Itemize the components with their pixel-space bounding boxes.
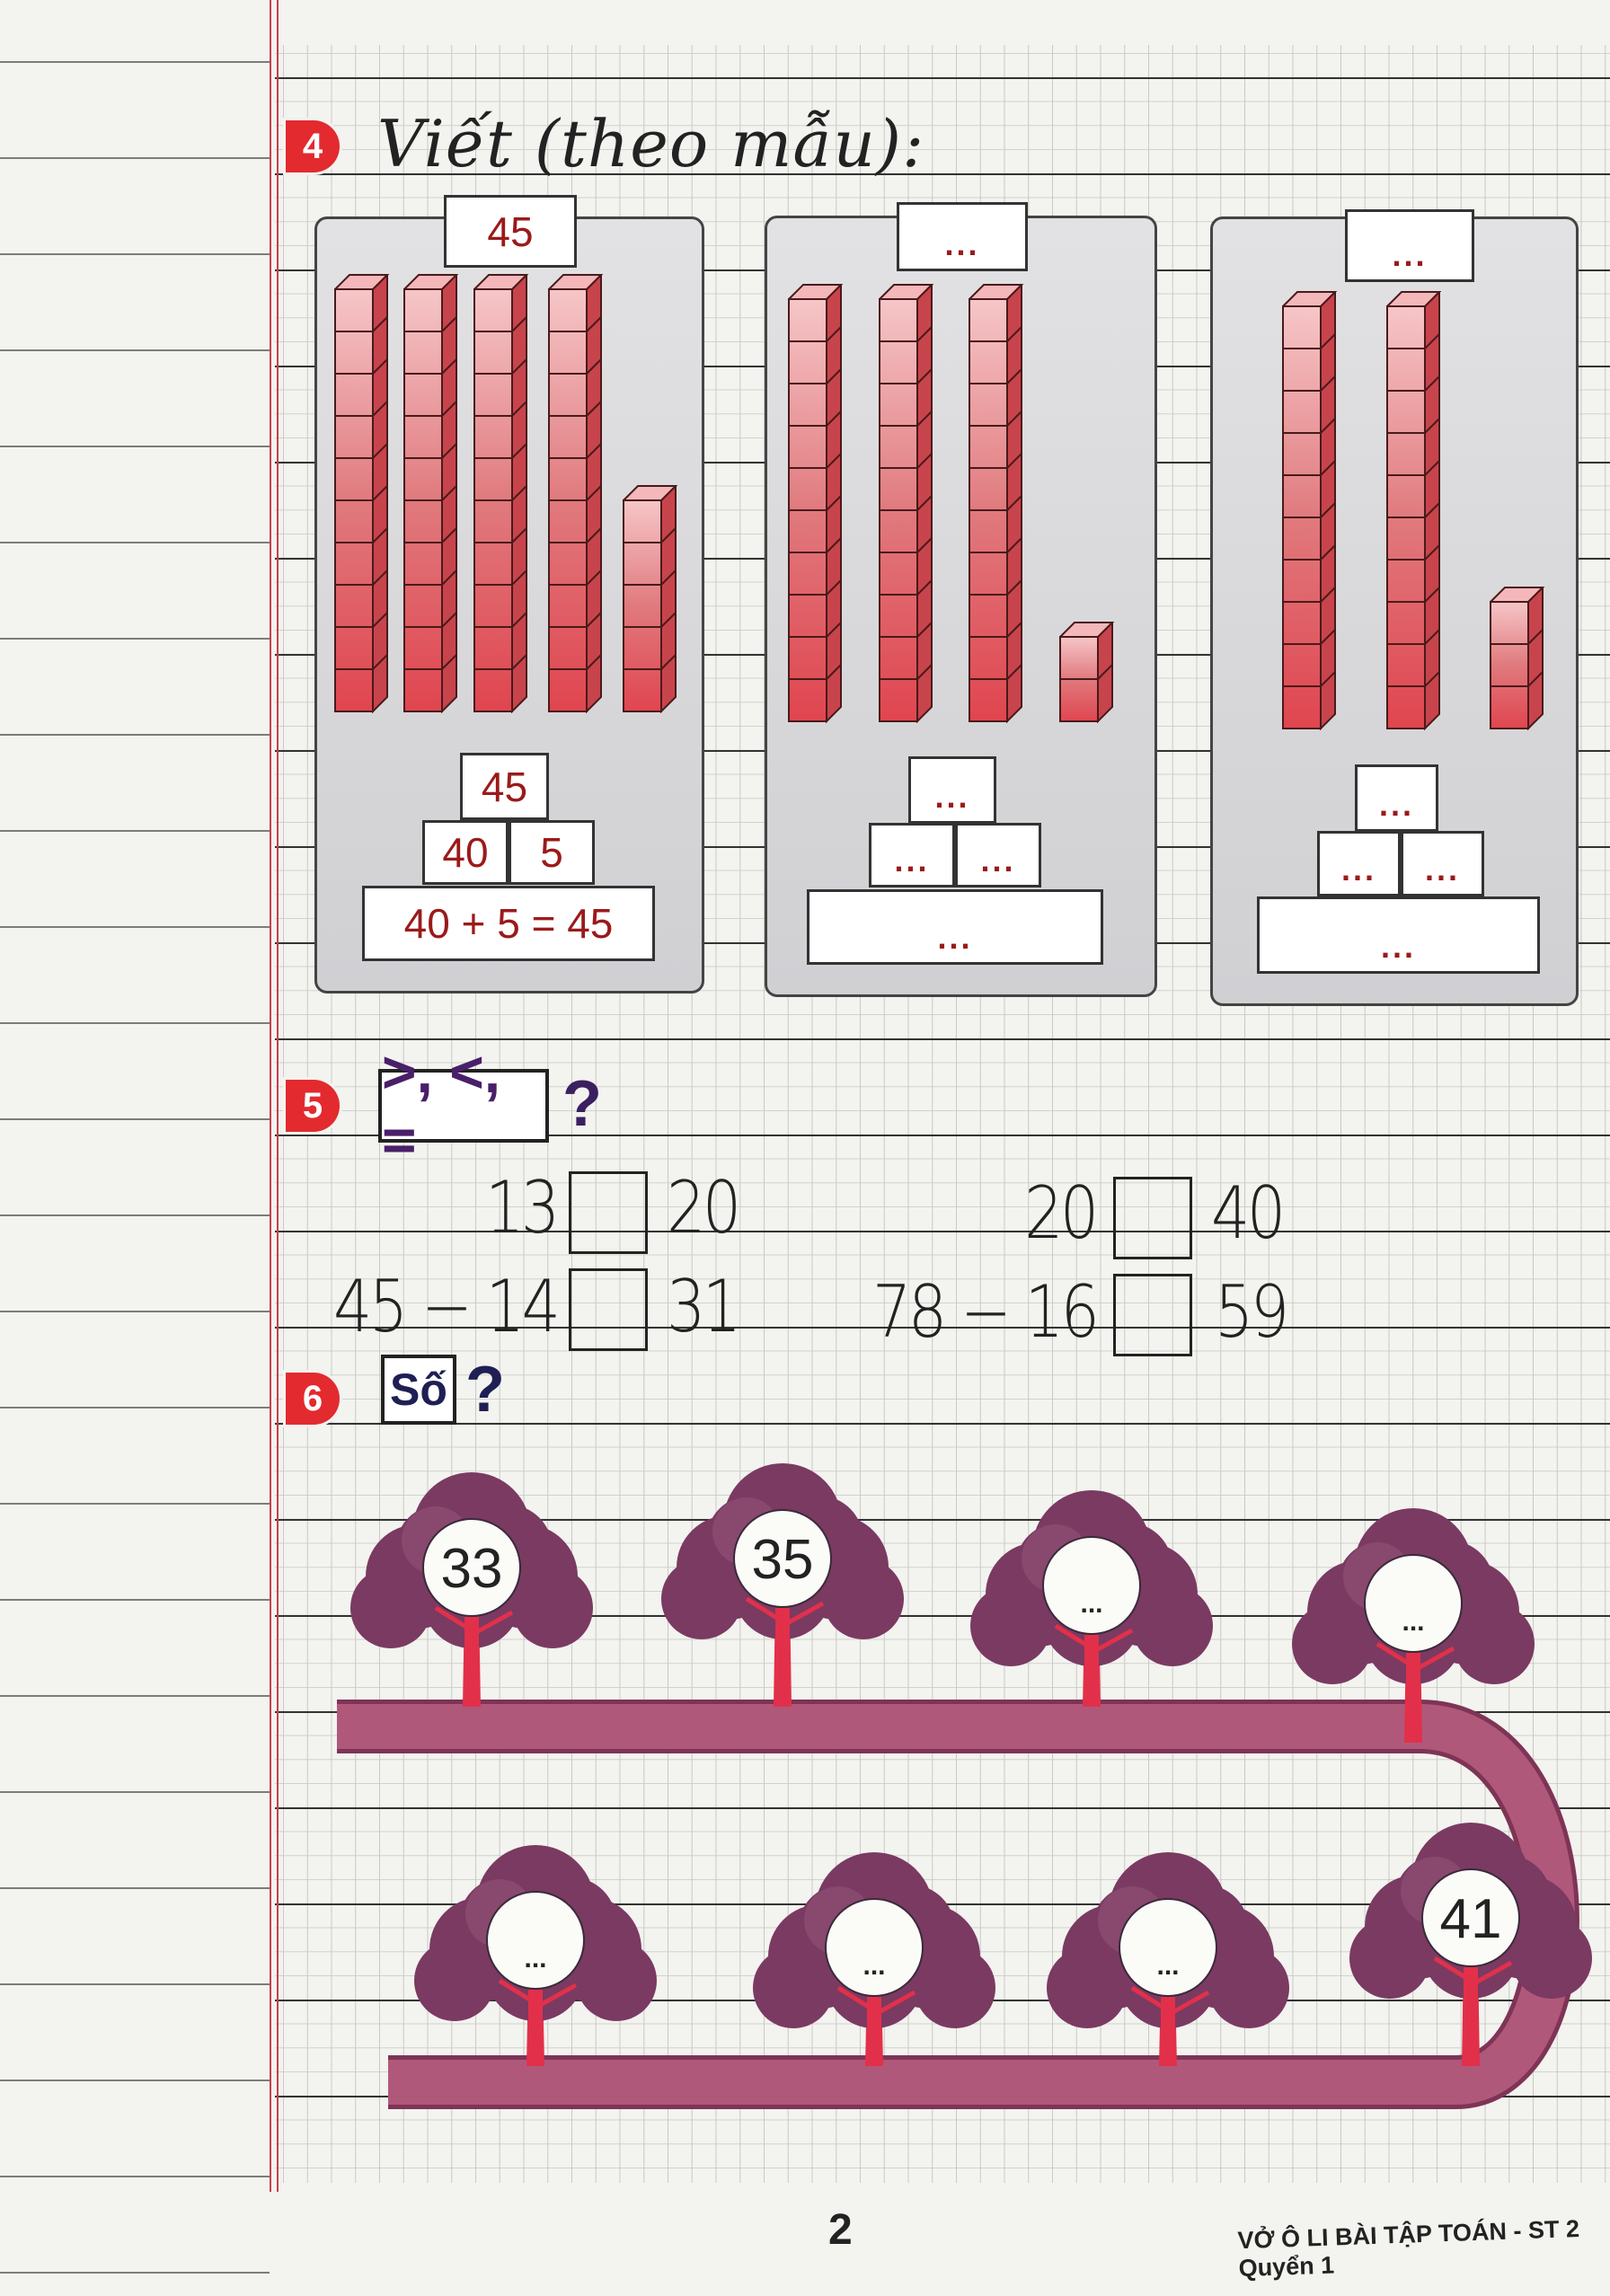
tree-number[interactable]: ... (1402, 1607, 1424, 1637)
expr-left: 78 − 16 (871, 1270, 1100, 1354)
equation-box[interactable]: ... (1257, 896, 1540, 974)
tree: ... (970, 1490, 1213, 1707)
unit-cubes (1490, 587, 1545, 731)
question-mark: ? (562, 1068, 602, 1140)
number-circle (422, 1518, 521, 1617)
tens-box[interactable]: ... (869, 823, 955, 887)
number-circle (825, 1898, 924, 1997)
ten-rod (403, 274, 459, 714)
tree: ... (414, 1845, 657, 2066)
number-label-box: Số (381, 1355, 456, 1425)
margin-line (270, 0, 271, 2192)
ten-rod (548, 274, 604, 714)
answer-box[interactable] (1113, 1274, 1192, 1356)
number-circle (1421, 1868, 1520, 1967)
question-mark: ? (465, 1354, 505, 1426)
tree-number: 35 (752, 1529, 814, 1591)
number-box[interactable]: ... (1355, 764, 1438, 832)
notebook-lines-left (0, 0, 270, 2296)
tree-number[interactable]: ... (1080, 1589, 1102, 1619)
expr-right: 31 (667, 1265, 741, 1348)
ten-rod (788, 284, 844, 724)
unit-cubes (1059, 622, 1115, 724)
exercise-4-title: Viết (theo mẫu): (377, 106, 925, 181)
expr-left: 20 (1024, 1171, 1099, 1255)
number-box[interactable]: ... (897, 202, 1028, 271)
ones-box: 5 (509, 820, 595, 885)
expr-right: 40 (1211, 1171, 1286, 1255)
ten-rod (473, 274, 529, 714)
unit-cubes (623, 485, 678, 714)
number-circle (1042, 1536, 1141, 1635)
ones-box[interactable]: ... (1401, 831, 1484, 896)
exercise-4-badge: 4 (286, 120, 340, 172)
page-number: 2 (828, 2206, 853, 2254)
tree: 35 (661, 1463, 904, 1707)
expr-right: 59 (1215, 1270, 1289, 1354)
tree: ... (1292, 1508, 1535, 1743)
equation-box[interactable]: ... (807, 889, 1103, 965)
expr-right: 20 (667, 1166, 741, 1250)
tree-number[interactable]: ... (862, 1951, 885, 1981)
exercise-6-badge: 6 (286, 1373, 340, 1425)
ten-rod (969, 284, 1024, 724)
exercise-5-badge: 5 (286, 1080, 340, 1132)
ten-rod (334, 274, 390, 714)
tree-number: 33 (441, 1538, 503, 1600)
number-box: 45 (460, 753, 549, 820)
tree-number: 41 (1440, 1888, 1502, 1950)
number-box[interactable]: ... (1345, 209, 1474, 282)
answer-box[interactable] (569, 1171, 648, 1254)
answer-box[interactable] (569, 1268, 648, 1351)
number-circle (733, 1509, 832, 1608)
number-circle (1364, 1554, 1463, 1653)
tree-number[interactable]: ... (524, 1944, 546, 1974)
margin-line (277, 0, 279, 2192)
tens-box[interactable]: ... (1317, 831, 1401, 896)
ten-rod (1282, 291, 1338, 731)
tree: 33 (350, 1472, 593, 1707)
number-box[interactable]: ... (908, 756, 996, 824)
expr-left: 45 − 14 (332, 1265, 561, 1348)
tens-box: 40 (422, 820, 509, 885)
tree: ... (1047, 1852, 1289, 2066)
tree-number[interactable]: ... (1156, 1951, 1179, 1981)
ten-rod (879, 284, 934, 724)
ones-box[interactable]: ... (955, 823, 1041, 887)
equation-box: 40 + 5 = 45 (362, 886, 655, 961)
expr-left: 13 (485, 1166, 560, 1250)
tree: 41 (1349, 1823, 1592, 2066)
ten-rod (1386, 291, 1442, 731)
tree: ... (753, 1852, 995, 2066)
answer-box[interactable] (1113, 1177, 1192, 1259)
number-circle (1119, 1898, 1217, 1997)
number-box: 45 (444, 195, 577, 268)
number-circle (486, 1891, 585, 1990)
